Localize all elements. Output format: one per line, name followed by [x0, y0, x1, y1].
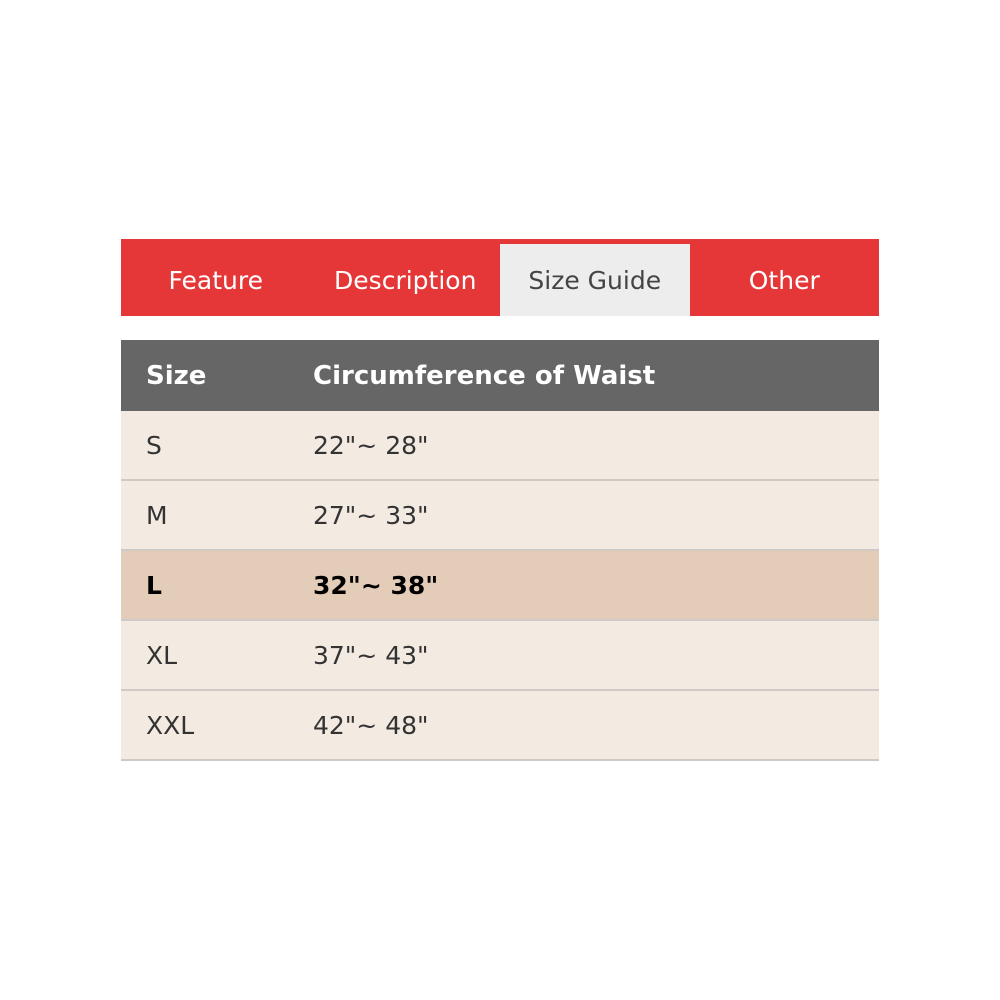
tab-other[interactable]: Other [748, 266, 820, 295]
size-table: Size Circumference of Waist S 22"~ 28" M… [121, 340, 879, 761]
table-row: XL 37"~ 43" [121, 621, 879, 691]
cell-size: L [146, 570, 162, 600]
table-row: M 27"~ 33" [121, 481, 879, 551]
header-waist: Circumference of Waist [313, 360, 656, 391]
table-header: Size Circumference of Waist [121, 340, 879, 411]
cell-waist: 37"~ 43" [313, 640, 429, 670]
cell-size: M [146, 500, 168, 530]
tab-feature[interactable]: Feature [168, 266, 263, 295]
tab-size-guide[interactable]: Size Guide [500, 244, 690, 316]
table-row-highlighted: L 32"~ 38" [121, 551, 879, 621]
table-row: S 22"~ 28" [121, 411, 879, 481]
table-row: XXL 42"~ 48" [121, 691, 879, 761]
cell-waist: 22"~ 28" [313, 430, 429, 460]
cell-waist: 32"~ 38" [313, 570, 439, 600]
header-size: Size [146, 360, 207, 391]
cell-size: XXL [146, 710, 195, 740]
tab-description[interactable]: Description [334, 266, 477, 295]
cell-size: XL [146, 640, 178, 670]
tab-bar: Feature Description Size Guide Other [121, 239, 879, 316]
cell-waist: 27"~ 33" [313, 500, 429, 530]
cell-size: S [146, 430, 162, 460]
cell-waist: 42"~ 48" [313, 710, 429, 740]
